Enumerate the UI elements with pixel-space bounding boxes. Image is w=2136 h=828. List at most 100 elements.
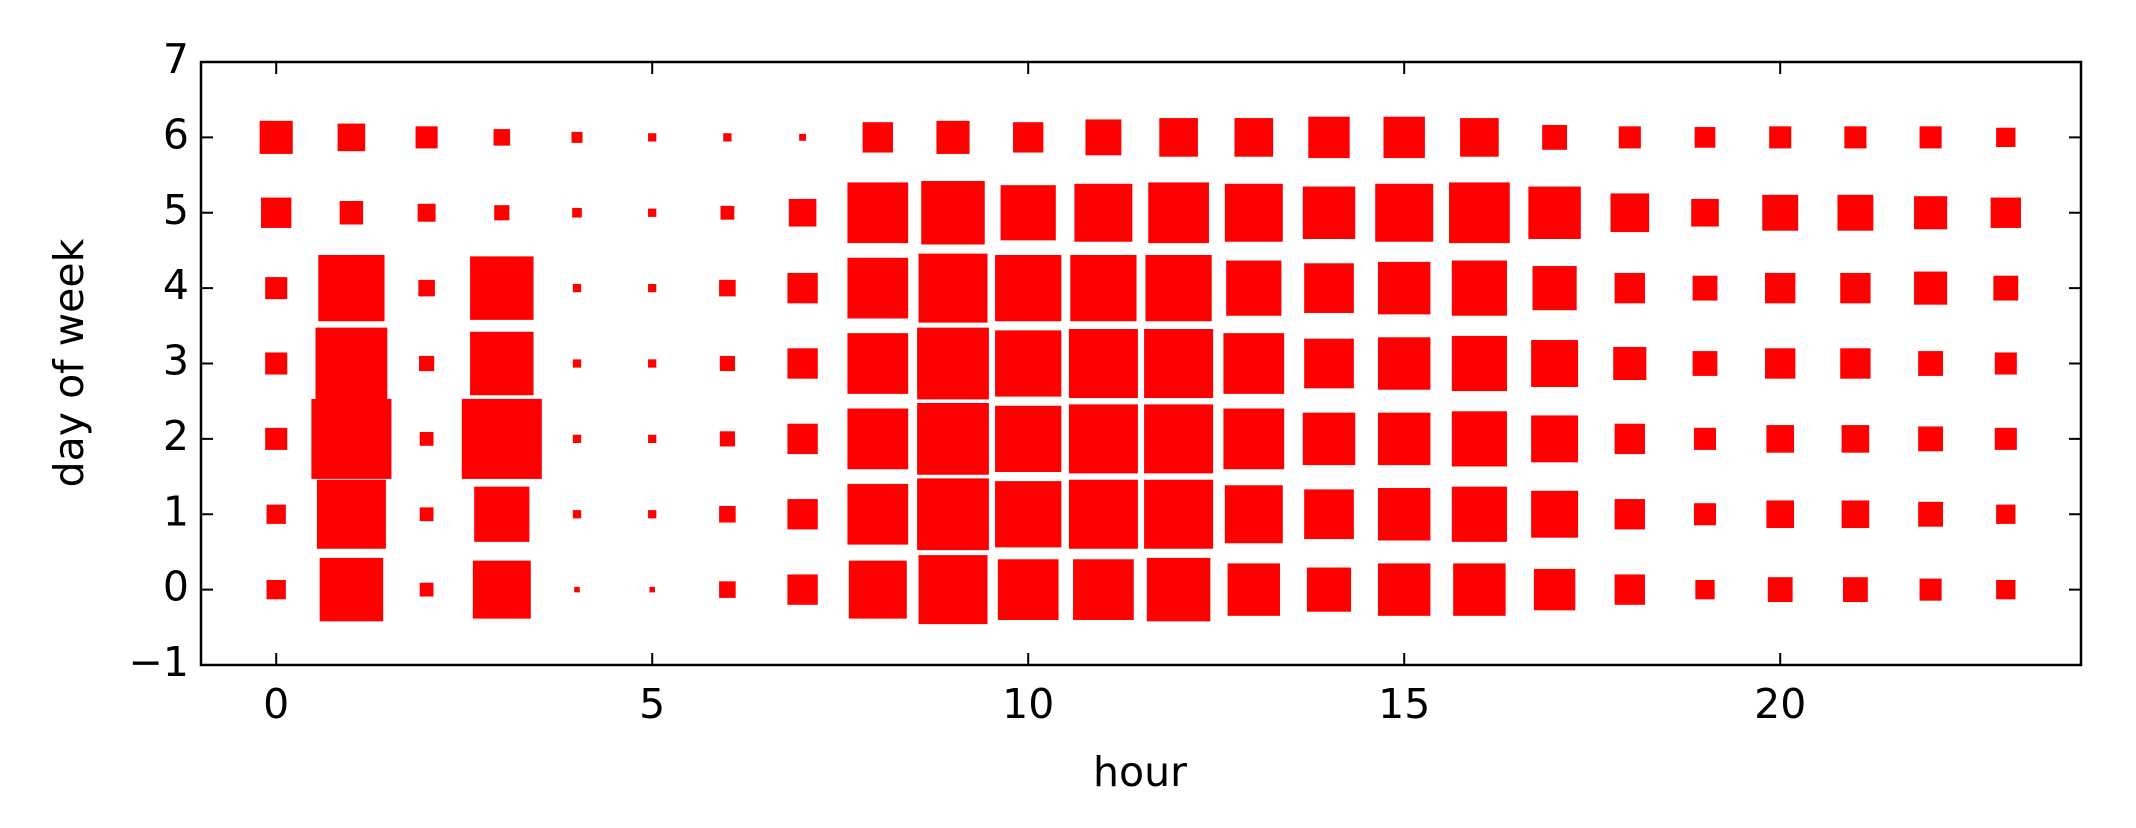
marker [995,255,1062,322]
marker [1304,263,1354,313]
x-axis-label: hour [1093,748,1187,796]
marker [1144,329,1214,398]
marker [1227,563,1281,616]
marker [787,499,818,530]
marker [494,205,510,221]
marker [918,253,988,323]
marker [319,557,384,622]
marker [995,330,1062,397]
marker [1996,579,2016,600]
x-tick-label: 10 [1002,680,1054,728]
marker [474,486,530,542]
marker [1919,126,1942,149]
marker [1073,559,1134,620]
marker [1841,500,1870,529]
marker [799,133,807,141]
marker [1693,427,1717,450]
marker [1304,489,1354,540]
marker [1996,127,2016,148]
marker [261,197,292,228]
marker [847,408,909,470]
marker [788,198,817,227]
marker [419,431,434,446]
y-tick-label: −1 [129,638,189,686]
marker [572,207,582,218]
marker [1919,578,1942,601]
marker [1224,485,1283,544]
marker [1542,124,1568,150]
marker [1918,351,1944,376]
marker [1918,426,1944,452]
x-tick-label: 15 [1378,680,1430,728]
marker [847,483,909,545]
marker [1451,486,1507,542]
marker [1159,118,1198,157]
marker [723,133,732,142]
marker [787,348,818,379]
marker [1451,335,1507,392]
marker [1528,186,1581,239]
y-tick-label: 6 [163,110,189,158]
marker [1304,338,1354,389]
marker [1614,499,1645,530]
marker [1377,488,1431,541]
marker [1994,427,2017,450]
y-axis-label: day of week [45,238,93,487]
marker [419,507,434,522]
marker [787,272,818,304]
marker [1302,412,1356,466]
marker [470,331,534,396]
marker [572,510,582,519]
marker [311,398,392,479]
marker [719,431,735,447]
marker [1145,255,1212,322]
marker [417,203,436,222]
marker [1614,423,1645,455]
marker [1914,196,1948,230]
marker [1613,346,1647,381]
marker [339,201,364,225]
marker [1837,194,1874,231]
marker [917,327,989,400]
marker [1146,557,1211,622]
marker [415,126,438,149]
marker [719,505,736,523]
marker [1383,116,1425,159]
marker [1000,185,1056,241]
marker [1994,352,2017,375]
marker [1531,340,1579,387]
marker [847,333,909,394]
x-tick-label: 5 [639,680,665,728]
marker [1914,271,1948,305]
marker [648,434,657,444]
y-tick-label: 0 [163,563,189,611]
marker [1068,479,1138,549]
marker [574,586,580,593]
marker [572,283,582,293]
marker [1453,563,1506,616]
marker [418,279,435,297]
marker [493,129,511,146]
marker [1765,348,1796,379]
marker [472,560,531,619]
marker [648,359,657,368]
marker [787,574,818,605]
marker [1996,504,2016,524]
marker [1085,119,1122,156]
marker [266,579,286,600]
marker [1306,567,1352,612]
marker [719,279,736,297]
marker [719,581,736,598]
y-tick-label: 3 [163,337,189,385]
marker [649,586,655,593]
marker [648,510,657,519]
marker [265,277,288,300]
marker [1692,275,1718,301]
marker [995,405,1062,472]
marker [461,398,542,479]
marker [1068,329,1138,398]
marker [1226,260,1282,316]
marker [1451,411,1507,467]
marker [419,355,435,372]
y-tick-label: 7 [163,35,189,83]
